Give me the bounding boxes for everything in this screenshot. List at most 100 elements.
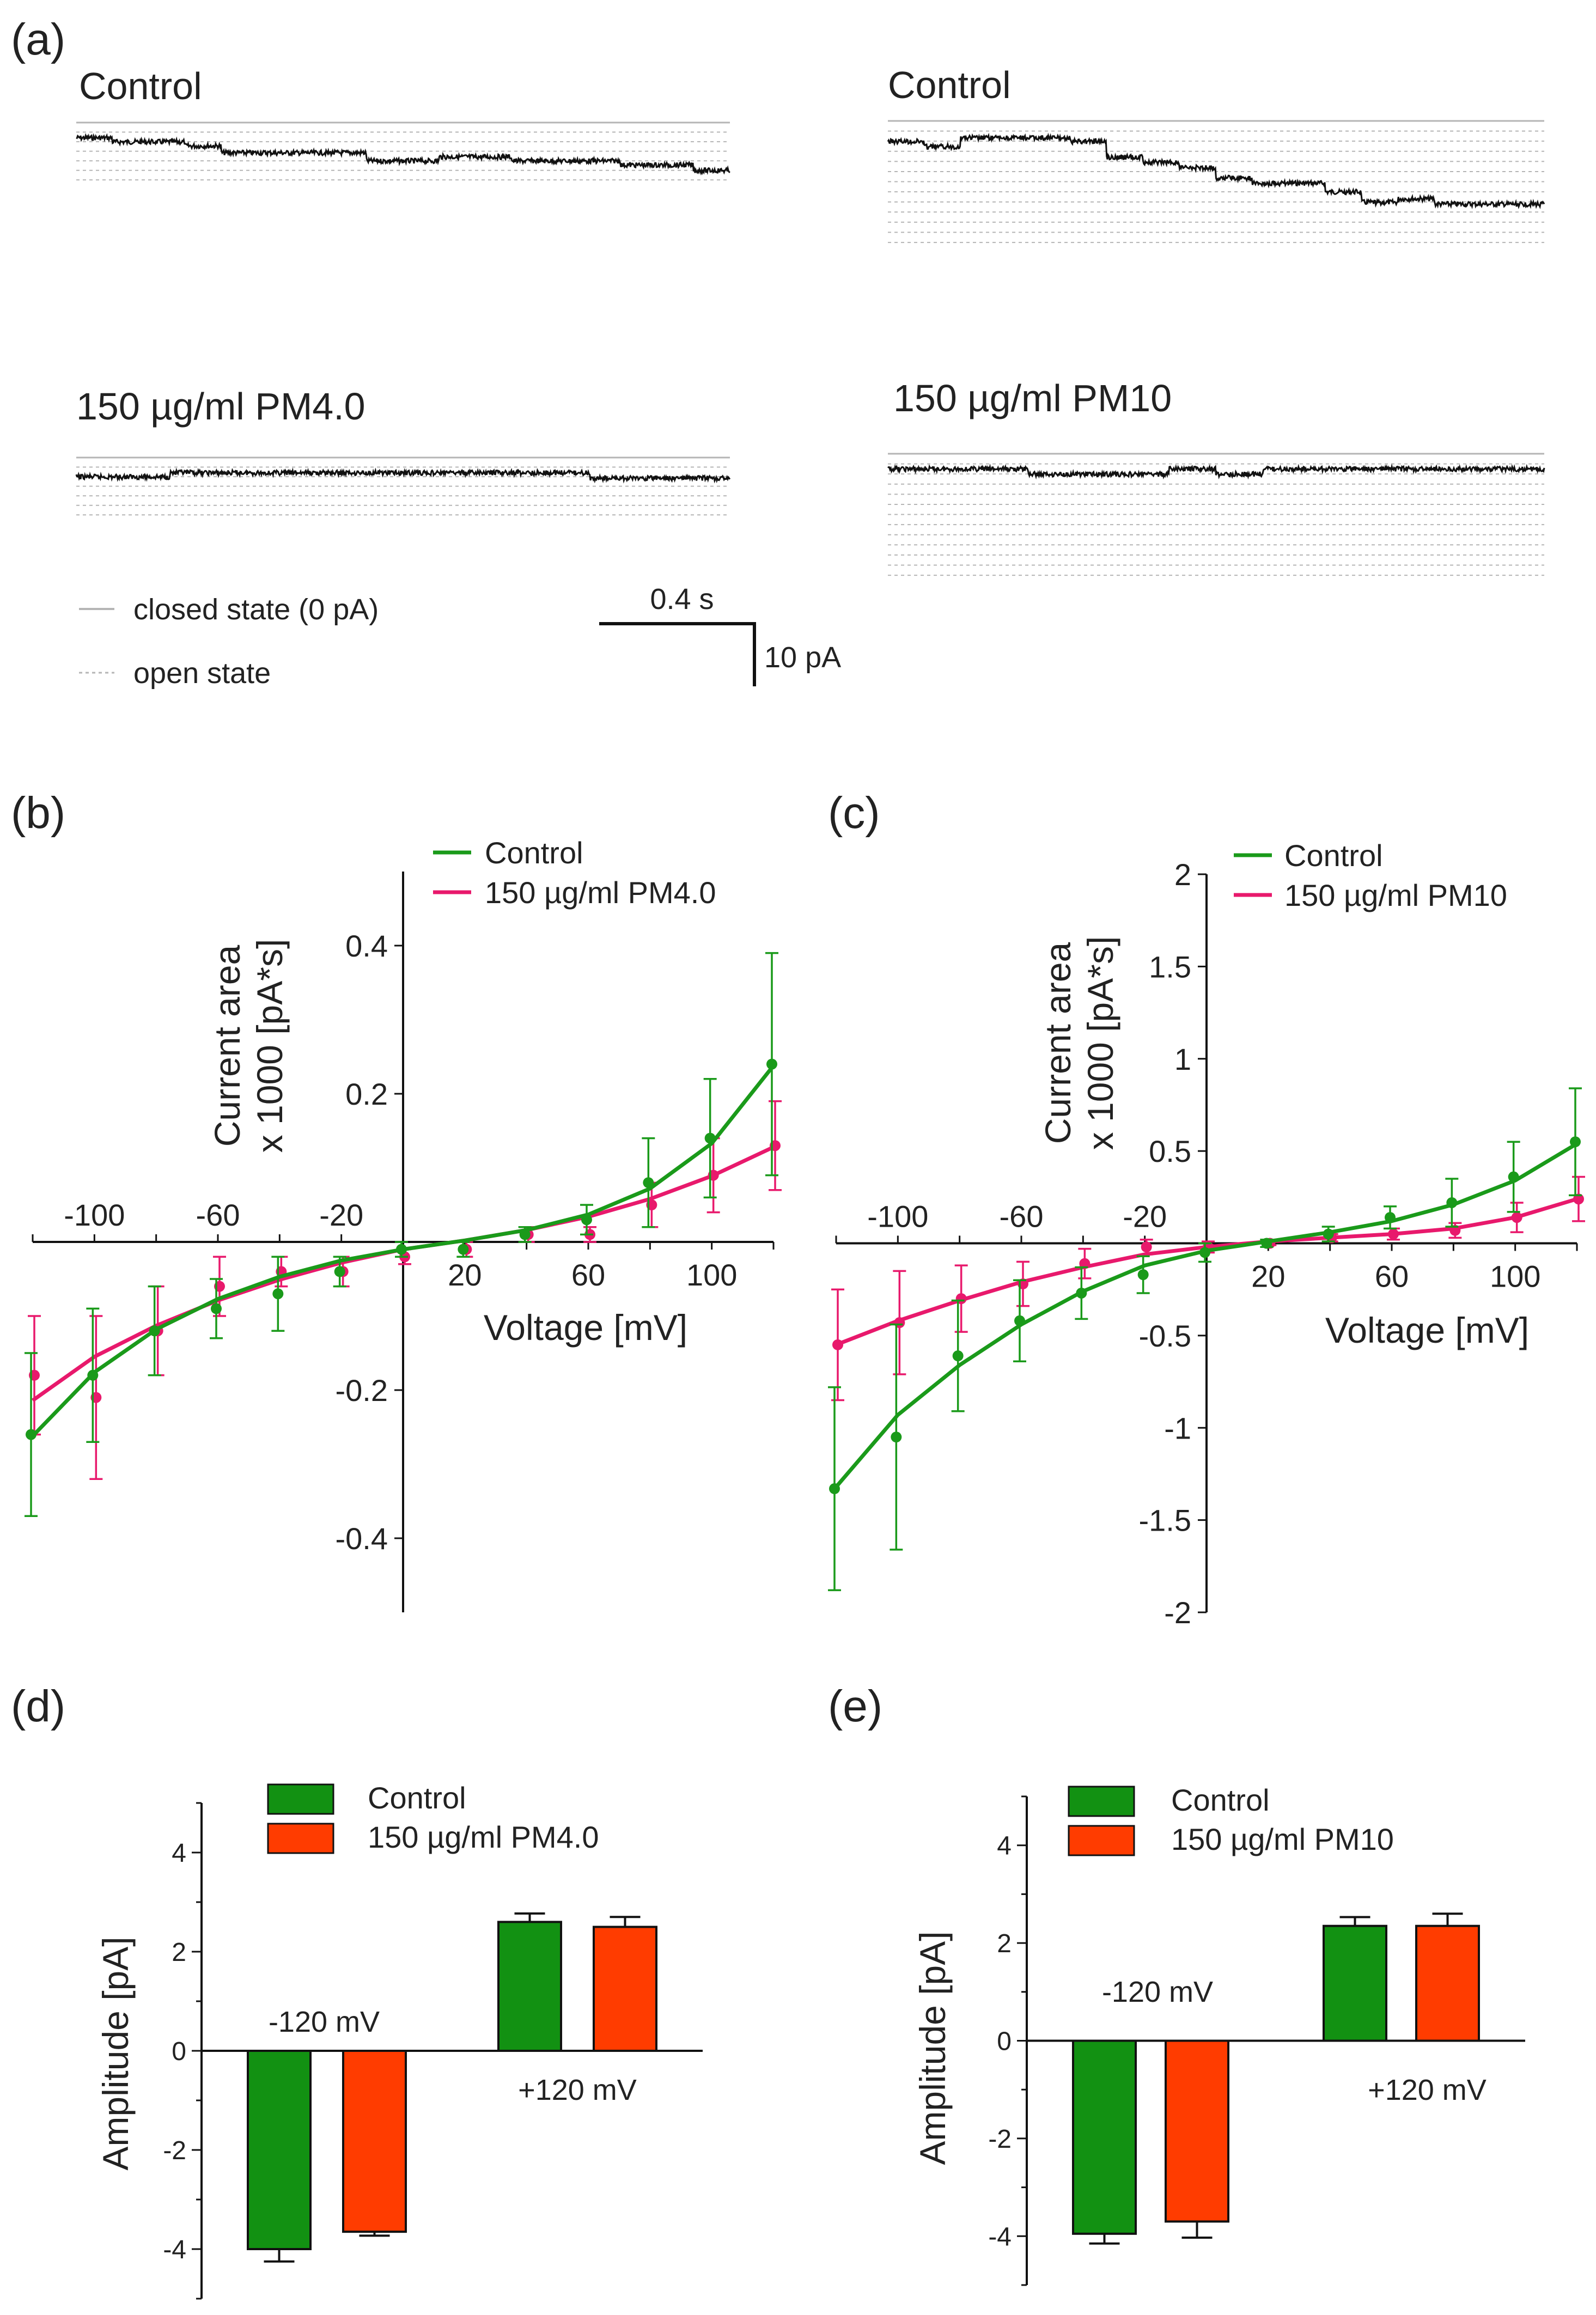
legend: Control 150 µg/ml PM4.0	[267, 1781, 599, 1854]
panel-c-label: (c)	[828, 788, 880, 838]
x-tick-label-60: 60	[571, 1258, 605, 1292]
series-control-point	[334, 1266, 345, 1277]
x-axis-title: Voltage [mV]	[1325, 1310, 1529, 1350]
series-control-point	[766, 1058, 777, 1070]
series-150-g-ml-pm10-point	[1388, 1228, 1399, 1240]
x-tick-label-100: 100	[1490, 1259, 1540, 1294]
series-150-g-ml-pm10-point	[1573, 1193, 1584, 1205]
y-axis-title-line1: Current area	[207, 945, 247, 1147]
series-control-point	[211, 1303, 222, 1314]
panel-a-label: (a)	[11, 15, 65, 64]
series-control-point	[643, 1177, 654, 1189]
current-trace	[887, 132, 1545, 209]
y-tick-label-2: -2	[163, 2136, 186, 2165]
y-tick-label-4: 4	[997, 1832, 1012, 1861]
y-tick-label-1: -1	[1164, 1411, 1191, 1445]
trace-control-right: Control	[887, 64, 1545, 243]
legend-swatch-control	[1068, 1786, 1135, 1817]
series-control-point	[1446, 1197, 1458, 1208]
y-tick-label-0-4: 0.4	[345, 929, 388, 963]
panel-b-label: (b)	[11, 788, 65, 838]
scale-bar-lines	[599, 622, 756, 686]
x-tick-label-20: 20	[1251, 1259, 1285, 1294]
y-tick-label-0: 0	[172, 2037, 186, 2066]
bar-150-g-ml-pm4-0-120-mv	[593, 1926, 657, 2052]
trace-pm40: 150 µg/ml PM4.0	[75, 385, 731, 516]
series-control-point	[519, 1229, 531, 1240]
series-control-point	[1570, 1136, 1581, 1148]
y-tick-label-2: 2	[172, 1938, 186, 1967]
y-tick-label-4: -4	[163, 2235, 186, 2264]
y-tick-label-4: -4	[988, 2222, 1012, 2251]
legend-label-pm40: 150 µg/ml PM4.0	[368, 1820, 599, 1854]
series-control-point	[1199, 1247, 1210, 1258]
category-label-pos120: +120 mV	[518, 2074, 637, 2106]
series-150-g-ml-pm10-point	[1511, 1212, 1522, 1223]
category-label-neg120: -120 mV	[269, 2006, 380, 2038]
panel-b: (b) Current area x 1000 [pA*s] Voltage […	[11, 788, 782, 1612]
category-label-pos120: +120 mV	[1368, 2074, 1487, 2106]
legend: Control 150 µg/ml PM4.0	[433, 836, 716, 910]
y-tick-label-1: 1	[1174, 1042, 1191, 1076]
trace-title-pm40: 150 µg/ml PM4.0	[76, 385, 366, 428]
y-tick-label-1-5: 1.5	[1149, 949, 1191, 984]
legend-swatch-control	[267, 1783, 334, 1815]
bar-control-120-mv	[1072, 2039, 1137, 2235]
y-tick-label-0-2: -0.2	[336, 1373, 388, 1408]
bar-150-g-ml-pm4-0-120-mv	[342, 2050, 407, 2233]
y-tick-label-2: 2	[1174, 857, 1191, 892]
state-legend: closed state (0 pA) open state	[79, 593, 379, 690]
series-control-point	[149, 1325, 160, 1337]
x-tick-label-60: -60	[1000, 1199, 1044, 1234]
y-axis-title: Amplitude [pA]	[95, 1936, 136, 2170]
y-tick-label-2: -2	[1164, 1595, 1191, 1630]
x-tick-label-100: 100	[686, 1258, 737, 1292]
y-tick-label-0: 0	[997, 2027, 1012, 2056]
bar-control-120-mv	[247, 2050, 312, 2250]
trace-control-left: Control	[76, 65, 730, 181]
series-150-g-ml-pm10-point	[1141, 1241, 1152, 1253]
legend-label-pm10: 150 µg/ml PM10	[1284, 878, 1507, 912]
open-state-label: open state	[133, 657, 271, 690]
legend-label-control: Control	[368, 1781, 466, 1815]
series-control-point	[1137, 1269, 1149, 1281]
x-tick-label-60: -60	[196, 1198, 240, 1232]
y-axis-title-line1: Current area	[1038, 942, 1078, 1144]
series-control-point	[952, 1350, 964, 1362]
series-150-g-ml-pm10-point	[1079, 1258, 1091, 1269]
category-label-neg120: -120 mV	[1102, 1976, 1213, 2008]
series-150-g-ml-pm10-point	[1449, 1224, 1461, 1236]
series-control-point	[272, 1288, 284, 1300]
x-tick-label-100: -100	[64, 1198, 125, 1232]
x-tick-label-20: 20	[448, 1258, 482, 1292]
y-tick-label-0-5: 0.5	[1149, 1134, 1191, 1168]
y-tick-label-4: 4	[172, 1839, 186, 1868]
panel-d-label: (d)	[11, 1682, 65, 1731]
bar-control-120-mv	[1323, 1924, 1387, 2042]
series-control-point	[704, 1132, 716, 1144]
legend-swatch-pm10	[1068, 1825, 1135, 1856]
series-control-point	[87, 1369, 99, 1381]
trace-title-control-right: Control	[888, 64, 1011, 106]
current-trace	[887, 463, 1545, 480]
x-tick-label-20: -20	[1123, 1199, 1167, 1234]
series-control-point	[1076, 1287, 1087, 1299]
legend-label-pm40: 150 µg/ml PM4.0	[485, 875, 716, 910]
x-tick-label-60: 60	[1375, 1259, 1409, 1294]
series-150-g-ml-pm10-point	[832, 1339, 843, 1350]
legend-label-control: Control	[485, 836, 583, 870]
series-control-point	[458, 1244, 469, 1255]
panel-e: (e) Amplitude [pA] -120 mV +120 mV Contr…	[828, 1682, 1525, 2286]
legend-label-control: Control	[1171, 1783, 1270, 1817]
current-trace	[76, 133, 730, 176]
panel-a: (a) Control 150 µg/ml PM4.0 Control 150 …	[11, 15, 1545, 690]
legend-label-pm10: 150 µg/ml PM10	[1171, 1822, 1394, 1856]
series-control-point	[396, 1244, 407, 1255]
x-tick-label-100: -100	[867, 1199, 928, 1234]
panel-e-label: (e)	[828, 1682, 882, 1731]
y-tick-label-2: 2	[997, 1929, 1012, 1958]
y-axis-title: Amplitude [pA]	[912, 1931, 953, 2165]
series-control-point	[581, 1214, 592, 1226]
legend-swatch-pm40	[267, 1823, 334, 1854]
